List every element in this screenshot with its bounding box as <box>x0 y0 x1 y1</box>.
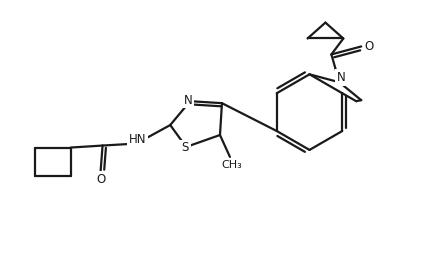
Text: O: O <box>365 40 374 53</box>
Text: CH₃: CH₃ <box>221 160 242 170</box>
Text: S: S <box>181 141 189 154</box>
Text: N: N <box>337 71 346 84</box>
Text: HN: HN <box>129 133 146 146</box>
Text: N: N <box>184 94 193 107</box>
Text: O: O <box>96 173 105 186</box>
